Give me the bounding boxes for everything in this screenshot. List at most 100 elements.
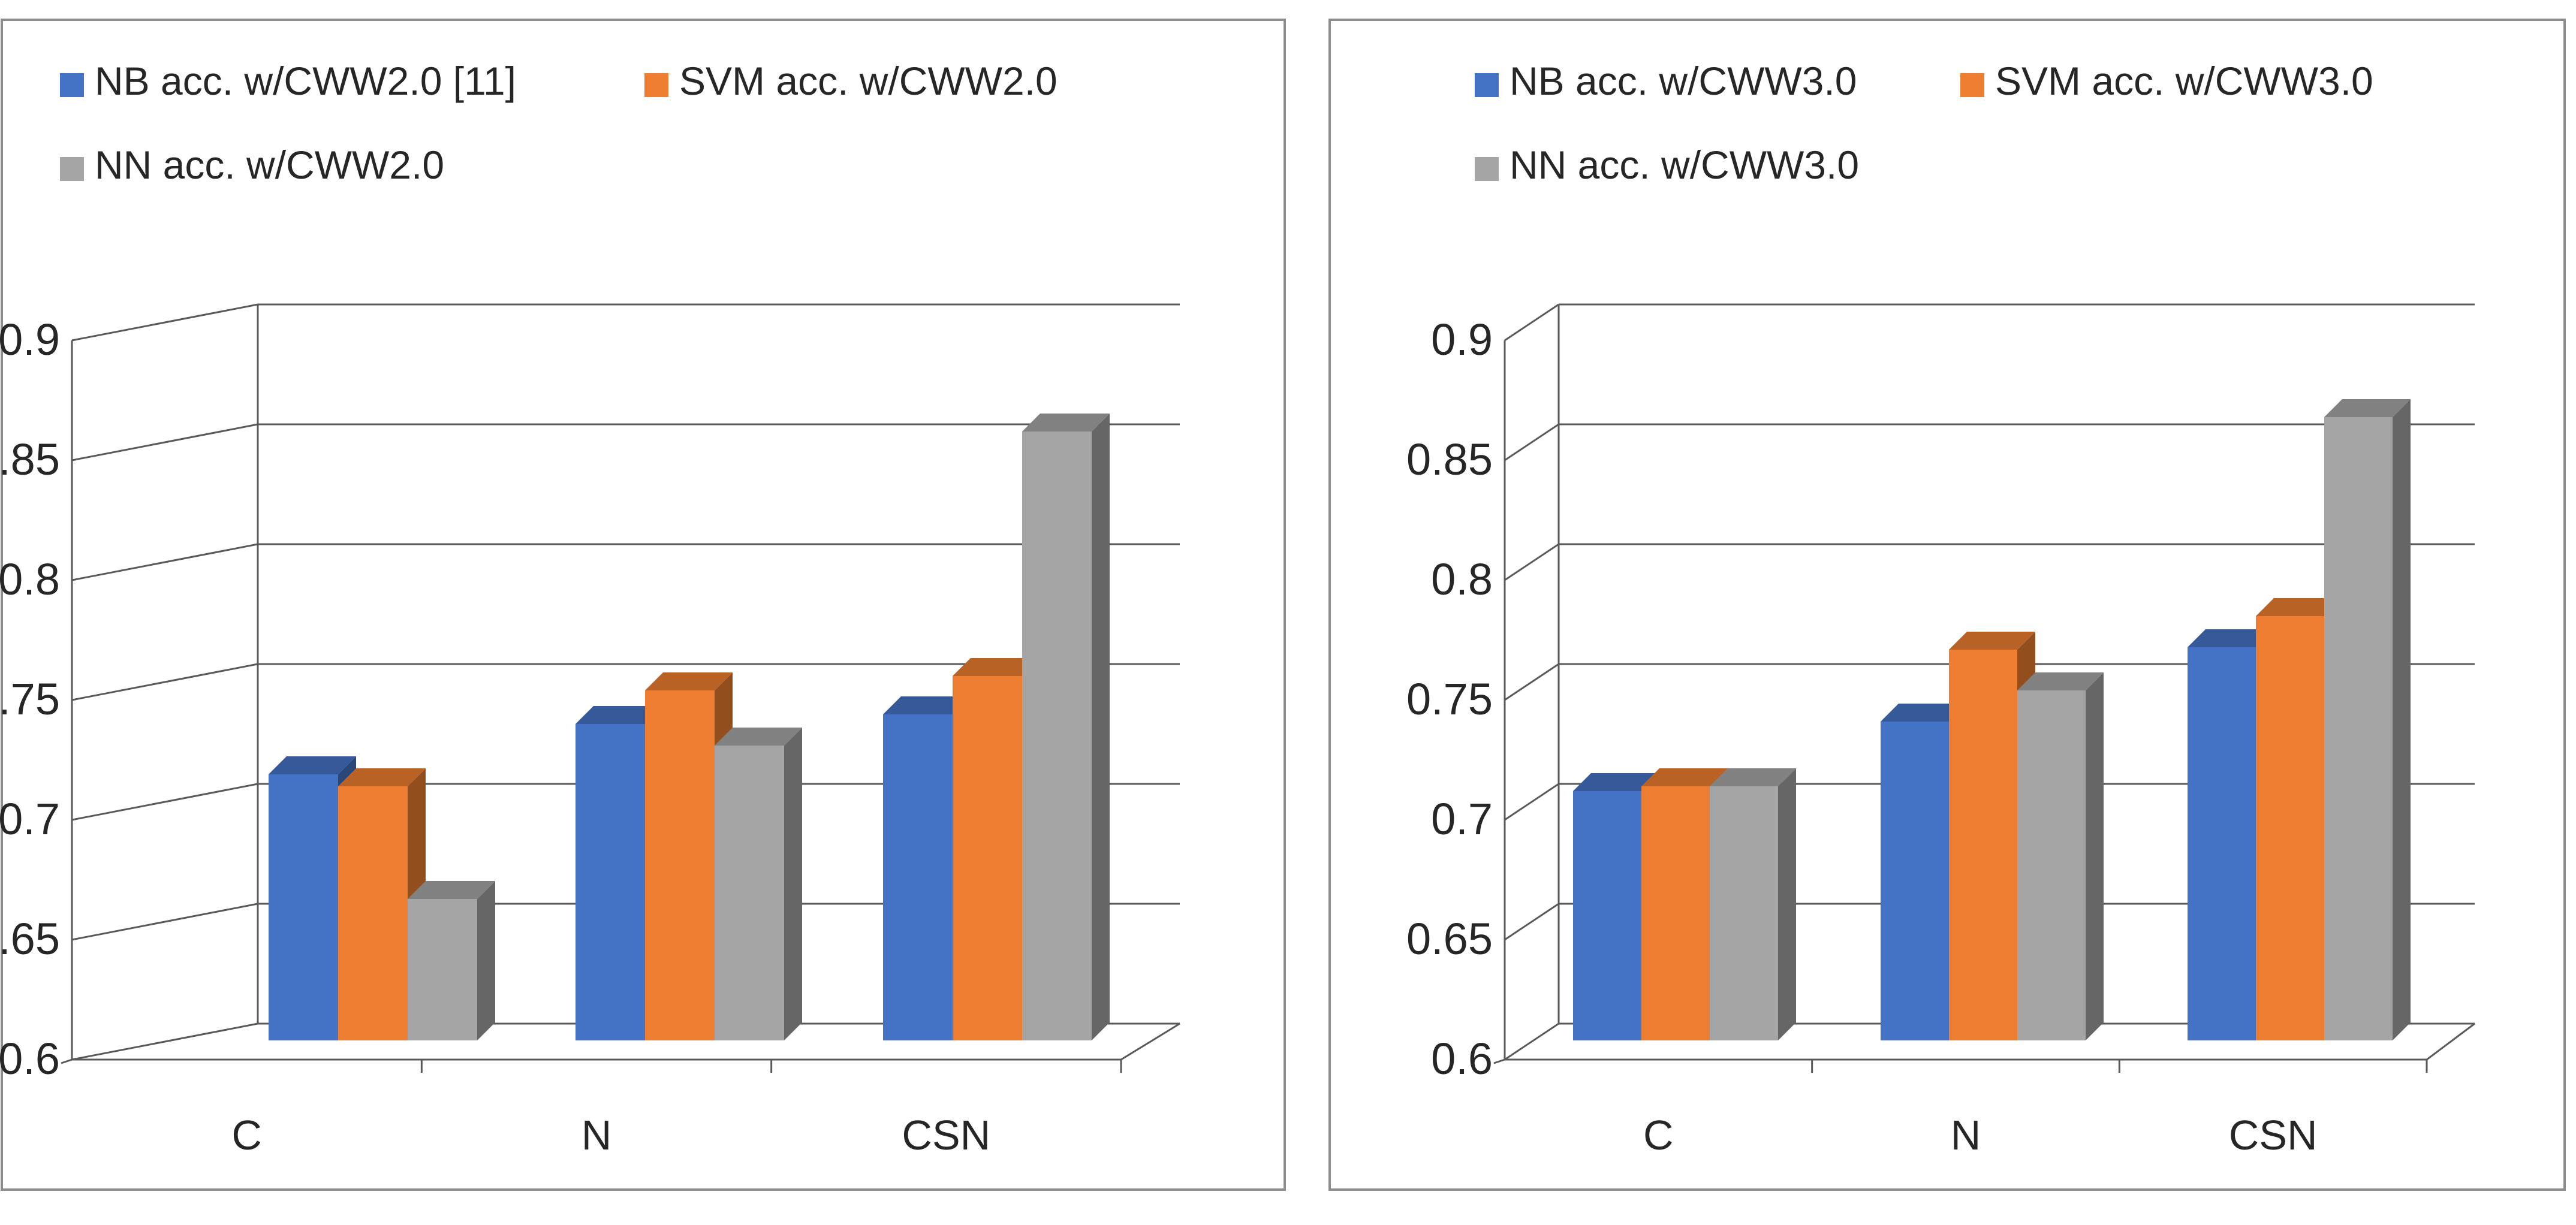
bar-top <box>1710 768 1796 786</box>
y-tick-label: 0.8 <box>1431 554 1493 604</box>
category-label-n: N <box>582 1112 612 1158</box>
bar-front <box>715 746 784 1040</box>
gridline-side <box>1504 543 1559 581</box>
bar-front <box>2188 647 2256 1040</box>
bar-front <box>408 899 477 1040</box>
gridline-side <box>1504 423 1559 461</box>
bar-top <box>1641 768 1728 786</box>
bar-front <box>1710 786 1778 1040</box>
category-label-csn: CSN <box>902 1112 990 1158</box>
y-tick-label: 0.8 <box>0 554 60 604</box>
bar-top <box>2017 672 2104 690</box>
gridline-side <box>71 783 258 821</box>
legend-swatch <box>1960 73 1984 97</box>
gridline-side <box>71 903 258 941</box>
bar-top <box>1949 632 2035 650</box>
bar-side <box>784 728 802 1040</box>
left-chart: NB acc. w/CWW2.0 [11] SVM acc. w/CWW2.0NN… <box>0 19 1286 1191</box>
legend-swatch <box>1475 157 1499 181</box>
y-tick-label: 0.85 <box>1406 435 1493 484</box>
bar-top <box>1573 773 1659 791</box>
bar-nn-acc-w-cww2-0-c <box>408 881 495 1040</box>
gridline-side <box>1504 1022 1559 1061</box>
y-tick-label: 0.9 <box>0 315 60 364</box>
bar-front <box>2256 616 2324 1040</box>
legend-item-nb-acc-w-cww2-0-11: NB acc. w/CWW2.0 [11] <box>60 59 516 103</box>
bar-top <box>2256 598 2342 616</box>
y-tick-label: 0.7 <box>1431 794 1493 844</box>
bar-top <box>576 706 663 724</box>
bar-top <box>715 728 802 746</box>
bars <box>269 414 1110 1040</box>
bar-top <box>338 768 426 786</box>
axis-tick <box>1493 1058 1505 1064</box>
bar-nn-acc-w-cww2-0-csn <box>1022 414 1110 1040</box>
bar-front <box>269 774 338 1040</box>
bar-front <box>576 724 645 1040</box>
bar-side <box>1778 768 1796 1040</box>
category-label-c: C <box>231 1112 262 1158</box>
y-tick-label: 0.6 <box>0 1034 60 1084</box>
bar-side <box>2393 399 2411 1040</box>
bar-front <box>883 714 953 1040</box>
bar-top <box>2188 629 2274 647</box>
y-tick-label: 0.65 <box>1406 914 1493 964</box>
gridline-side <box>71 1022 258 1061</box>
bar-top <box>953 658 1040 676</box>
category-label-c: C <box>1643 1112 1674 1158</box>
legend-item-nn-acc-w-cww3-0: NN acc. w/CWW3.0 <box>1475 143 1859 187</box>
category-label-csn: CSN <box>2229 1112 2318 1158</box>
bar-nn-acc-w-cww3-0-csn <box>2324 399 2411 1040</box>
y-tick-label: 0.75 <box>1406 674 1493 724</box>
legend: NB acc. w/CWW2.0 [11] SVM acc. w/CWW2.0 NN… <box>60 59 1057 187</box>
legend-swatch <box>1475 73 1499 97</box>
bar-side <box>2086 672 2104 1040</box>
bar-top <box>883 696 971 714</box>
bar-front <box>1641 786 1710 1040</box>
legend-swatch <box>644 73 668 97</box>
bar-side <box>1092 414 1110 1040</box>
bar-front <box>2017 690 2086 1040</box>
legend-swatch <box>60 157 84 181</box>
bar-front <box>1022 432 1092 1040</box>
legend-item-svm-acc-w-cww2-0: SVM acc. w/CWW2.0 <box>644 59 1057 103</box>
gridline-side <box>1504 783 1559 821</box>
bar-side <box>477 881 495 1040</box>
gridline-side <box>71 303 258 342</box>
axis-tick <box>61 1058 73 1064</box>
gridline-side <box>71 543 258 581</box>
bar-top <box>2324 399 2411 417</box>
legend-label: NN acc. w/CWW3.0 <box>1510 143 1859 187</box>
gridline-side <box>1504 903 1559 941</box>
y-tick-label: 0.85 <box>0 435 60 484</box>
legend-item-svm-acc-w-cww3-0: SVM acc. w/CWW3.0 <box>1960 59 2373 103</box>
y-tick-label: 0.6 <box>1431 1034 1493 1084</box>
y-tick-label: 0.65 <box>0 914 60 964</box>
bar-top <box>408 881 495 899</box>
bar-front <box>1881 722 1949 1040</box>
legend-item-nn-acc-w-cww2-0: NN acc. w/CWW2.0 <box>60 143 444 187</box>
bars <box>1573 399 2411 1040</box>
bar-front <box>645 690 715 1040</box>
category-label-n: N <box>1951 1112 1981 1158</box>
legend-label: NN acc. w/CWW2.0 <box>95 143 444 187</box>
floor-right-edge <box>2426 1022 2475 1061</box>
y-tick-label: 0.75 <box>0 674 60 724</box>
bar-top <box>645 672 733 690</box>
bar-front <box>1573 791 1641 1040</box>
y-tick-label: 0.7 <box>0 794 60 844</box>
bar-top <box>1022 414 1110 432</box>
legend: NB acc. w/CWW3.0 SVM acc. w/CWW3.0 NN acc.… <box>1475 59 2373 187</box>
bar-nn-acc-w-cww3-0-n <box>2017 672 2104 1040</box>
gridline-side <box>1504 303 1559 342</box>
legend-label: NB acc. w/CWW3.0 <box>1510 59 1857 103</box>
legend-label: SVM acc. w/CWW2.0 <box>679 59 1057 103</box>
right-chart: NB acc. w/CWW3.0 SVM acc. w/CWW3.0 NN acc.… <box>1328 19 2566 1191</box>
bar-top <box>269 756 356 774</box>
legend-label: NB acc. w/CWW2.0 [11] <box>95 59 516 103</box>
gridline-side <box>71 663 258 701</box>
bar-front <box>2324 417 2393 1040</box>
bar-top <box>1881 704 1967 722</box>
